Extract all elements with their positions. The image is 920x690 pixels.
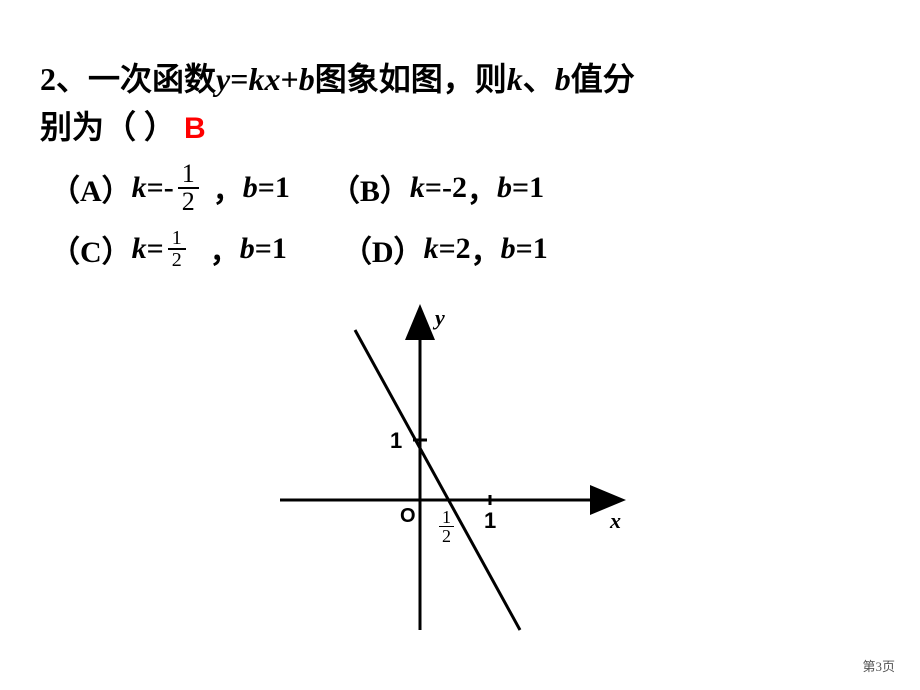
sep: 、 [523, 61, 555, 97]
question-suffix1: 图象如图，则 [315, 61, 507, 97]
option-A-b: b [243, 171, 258, 205]
options-container: （A） k =- 1 2 ， b =1 （B） k =-2 ， b =1 （C）… [50, 161, 880, 271]
question-suffix2: 值分 [571, 61, 635, 97]
option-B-label: （B） [330, 166, 410, 210]
option-A-bval: =1 [258, 171, 290, 205]
option-D-kval: =2 [439, 232, 471, 266]
y-axis-label: y [435, 305, 445, 331]
x-tick-frac-den: 2 [439, 527, 454, 545]
option-A-num: 1 [178, 161, 199, 189]
x-tick-label-1: 1 [484, 508, 496, 534]
option-C-keq: = [147, 232, 164, 266]
eq-plus: + [280, 61, 298, 97]
option-C-label: （C） [50, 227, 132, 271]
option-C-k: k [132, 232, 147, 266]
option-C-den: 2 [168, 250, 186, 270]
var-b: b [555, 61, 571, 97]
option-A-den: 2 [178, 189, 199, 215]
eq-y: y [216, 61, 230, 97]
option-D-k: k [424, 232, 439, 266]
option-C-b: b [240, 232, 255, 266]
graph-svg [260, 300, 660, 650]
option-A-fraction: 1 2 [178, 161, 199, 215]
option-B-b: b [497, 171, 512, 205]
option-A-label: （A） [50, 166, 132, 210]
x-axis-label: x [610, 508, 621, 534]
x-tick-fraction: 1 2 [435, 508, 458, 545]
option-C-comma: ， [210, 227, 240, 271]
eq-eq: = [230, 61, 248, 97]
option-D-label: （D） [342, 227, 424, 271]
option-A-k: k [132, 171, 147, 205]
option-A-keq: =- [147, 171, 174, 205]
option-C-bval: =1 [255, 232, 287, 266]
option-B-bval: =1 [512, 171, 544, 205]
graph-container: y x O 1 1 1 2 [260, 300, 660, 650]
function-line [355, 330, 520, 630]
option-D-bval: =1 [516, 232, 548, 266]
eq-x: x [264, 61, 280, 97]
question-line2: 别为（ ）B [40, 103, 880, 151]
question-number: 2 [40, 61, 56, 97]
option-C-num: 1 [168, 228, 186, 250]
option-C-fraction: 1 2 [168, 228, 186, 270]
option-D-b: b [501, 232, 516, 266]
option-B-kval: =-2 [425, 171, 467, 205]
var-k: k [507, 61, 523, 97]
page-number: 第3页 [862, 656, 895, 675]
x-tick-frac-inner: 1 2 [439, 508, 454, 545]
y-tick-label: 1 [390, 428, 402, 454]
option-B-k: k [410, 171, 425, 205]
question-line1: 2、一次函数y=kx+b图象如图，则k、b值分 [40, 55, 880, 103]
option-row-2: （C） k = 1 2 ， b =1 （D） k =2 ， b =1 [50, 227, 880, 271]
option-row-1: （A） k =- 1 2 ， b =1 （B） k =-2 ， b =1 [50, 161, 880, 215]
origin-label: O [400, 505, 416, 528]
eq-b: b [299, 61, 315, 97]
x-tick-frac-num: 1 [439, 508, 454, 527]
option-B-comma: ， [467, 166, 497, 210]
option-A-comma: ， [213, 166, 243, 210]
option-D-comma: ， [471, 227, 501, 271]
question-prefix: 、一次函数 [56, 61, 216, 97]
question-line2-text: 别为（ ） [40, 109, 176, 145]
answer-letter: B [184, 112, 206, 145]
eq-k: k [248, 61, 264, 97]
